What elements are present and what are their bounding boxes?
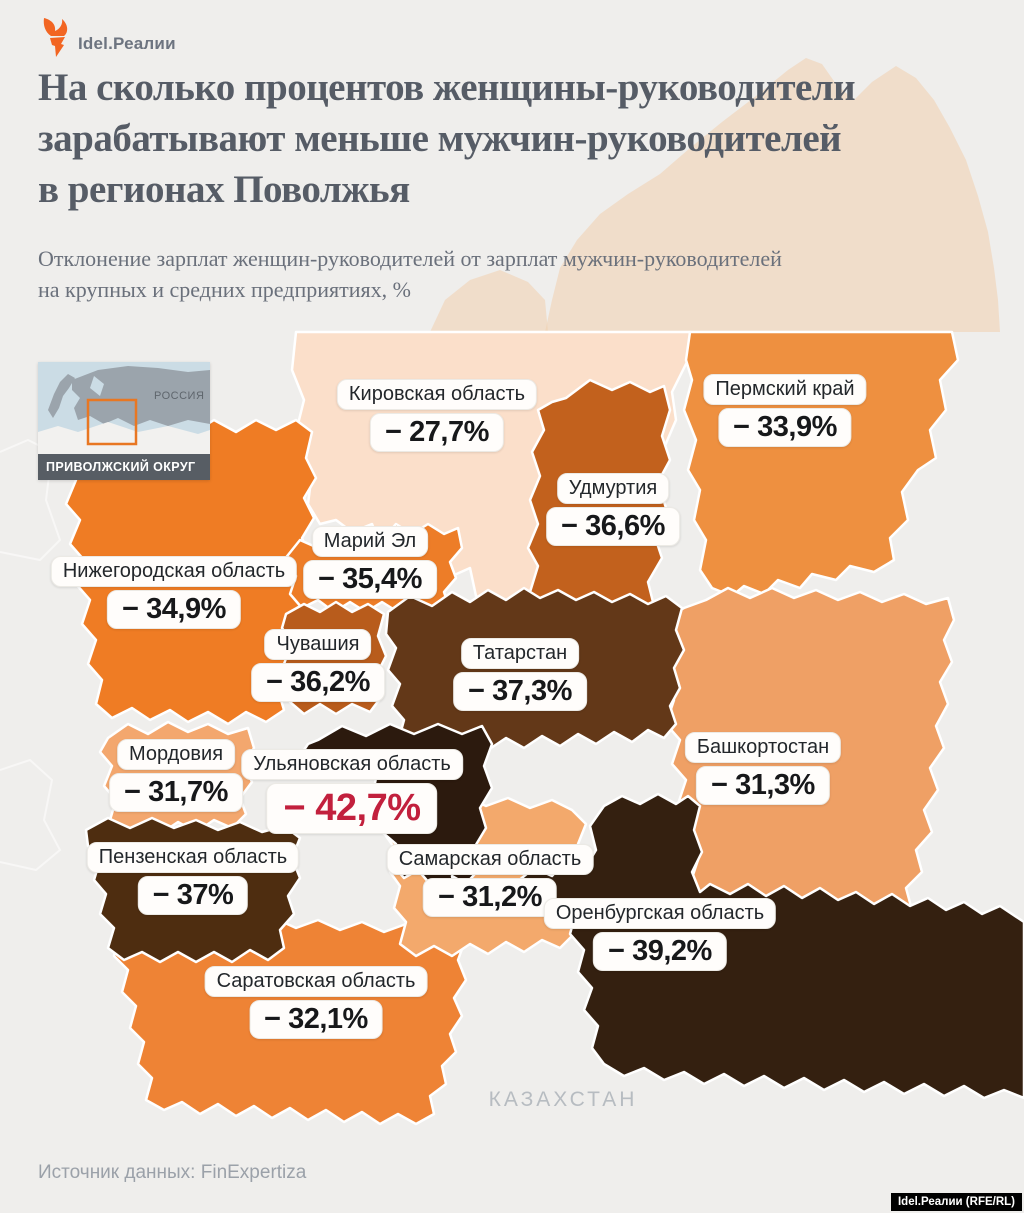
- credit-badge: Idel.Реалии (RFE/RL): [890, 1193, 1022, 1211]
- region-name: Ульяновская область: [241, 749, 463, 780]
- kazakhstan-label: КАЗАХСТАН: [488, 1088, 638, 1111]
- region-name: Удмуртия: [556, 473, 670, 504]
- region-label-tatarstan: Татарстан − 37,3%: [453, 638, 587, 711]
- region-name: Мордовия: [116, 739, 236, 770]
- page-title: На сколько процентов женщины-руководител…: [38, 62, 856, 215]
- region-label-mariy: Марий Эл − 35,4%: [303, 526, 437, 599]
- region-label-kirov: Кировская область − 27,7%: [336, 379, 538, 452]
- region-value: − 31,7%: [109, 773, 243, 812]
- region-name: Кировская область: [336, 379, 538, 410]
- region-label-nizhny: Нижегородская область − 34,9%: [50, 556, 298, 629]
- region-value: − 39,2%: [593, 932, 727, 971]
- region-label-perm: Пермский край − 33,9%: [703, 374, 867, 447]
- region-value: − 36,2%: [251, 663, 385, 702]
- region-name: Саратовская область: [204, 966, 428, 997]
- region-value: − 27,7%: [370, 413, 504, 452]
- region-name: Башкортостан: [684, 732, 842, 763]
- region-name: Оренбургская область: [543, 898, 777, 929]
- region-value: − 34,9%: [107, 590, 241, 629]
- region-label-ulyanovsk: Ульяновская область − 42,7%: [241, 749, 463, 834]
- region-label-bashkortostan: Башкортостан − 31,3%: [684, 732, 842, 805]
- subtitle-line-1: Отклонение зарплат женщин-руководителей …: [38, 246, 782, 271]
- region-name: Пермский край: [703, 374, 867, 405]
- region-shape-orenburg[interactable]: [510, 792, 1024, 1100]
- title-line-1: На сколько процентов женщины-руководител…: [38, 66, 856, 109]
- locator-map-graphic: [38, 362, 210, 454]
- data-source: Источник данных: FinExpertiza: [38, 1162, 307, 1183]
- region-label-penza: Пензенская область − 37%: [86, 842, 300, 915]
- faded-map-decor: [430, 58, 1000, 332]
- torch-icon: [43, 18, 68, 57]
- region-shape-perm[interactable]: [682, 330, 960, 598]
- region-name: Нижегородская область: [50, 556, 298, 587]
- brand-name: Idel.Реалии: [78, 34, 176, 53]
- region-value: − 37,3%: [453, 672, 587, 711]
- locator-map: РОССИЯ ПРИВОЛЖСКИЙ ОКРУГ: [38, 362, 210, 480]
- region-label-mordovia: Мордовия − 31,7%: [109, 739, 243, 812]
- region-label-saratov: Саратовская область − 32,1%: [204, 966, 428, 1039]
- region-value: − 36,6%: [546, 507, 680, 546]
- region-value: − 33,9%: [718, 408, 852, 447]
- region-label-udmurtia: Удмуртия − 36,6%: [546, 473, 680, 546]
- region-label-orenburg: Оренбургская область − 39,2%: [543, 898, 777, 971]
- brand-logo[interactable]: Idel.Реалии: [38, 16, 176, 58]
- region-value: − 31,2%: [423, 878, 557, 917]
- region-value: − 31,3%: [696, 766, 830, 805]
- region-label-samara: Самарская область − 31,2%: [386, 844, 594, 917]
- subtitle-line-2: на крупных и средних предприятиях, %: [38, 277, 411, 302]
- region-name: Марий Эл: [311, 526, 429, 557]
- russia-label: РОССИЯ: [154, 390, 205, 402]
- title-line-3: в регионах Поволжья: [38, 168, 410, 211]
- region-value: − 32,1%: [249, 1000, 383, 1039]
- region-name: Татарстан: [460, 638, 580, 669]
- region-name: Чувашия: [264, 629, 372, 660]
- region-value: − 42,7%: [266, 783, 438, 834]
- page-subtitle: Отклонение зарплат женщин-руководителей …: [38, 243, 782, 305]
- region-value: − 35,4%: [303, 560, 437, 599]
- region-name: Самарская область: [386, 844, 594, 875]
- district-label: ПРИВОЛЖСКИЙ ОКРУГ: [46, 460, 196, 474]
- district-bar: ПРИВОЛЖСКИЙ ОКРУГ: [38, 454, 210, 480]
- region-name: Пензенская область: [86, 842, 300, 873]
- title-line-2: зарабатывают меньше мужчин-руководителей: [38, 117, 842, 160]
- region-value: − 37%: [137, 876, 249, 915]
- region-label-chuvashia: Чувашия − 36,2%: [251, 629, 385, 702]
